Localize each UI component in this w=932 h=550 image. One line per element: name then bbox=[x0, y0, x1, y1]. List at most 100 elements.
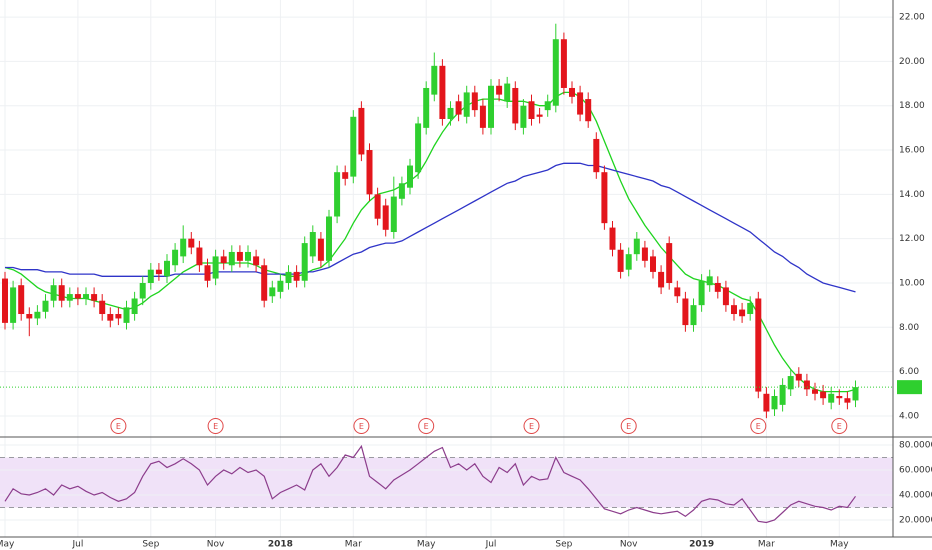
y-tick-label: 4.00 bbox=[899, 411, 919, 421]
candle-body bbox=[836, 396, 843, 399]
candle-body bbox=[390, 196, 397, 233]
candle-body bbox=[512, 87, 519, 124]
candle-body bbox=[50, 285, 57, 301]
candle-body bbox=[180, 238, 187, 257]
candle-body bbox=[593, 138, 600, 173]
candle-body bbox=[261, 265, 268, 301]
candle-body bbox=[504, 83, 511, 102]
earnings-marker bbox=[831, 418, 848, 434]
candle-body bbox=[34, 311, 41, 319]
candle-body bbox=[674, 287, 681, 297]
candle-body bbox=[625, 254, 632, 270]
candle-body bbox=[26, 314, 33, 319]
rsi-tick-label: 20.0000 bbox=[899, 516, 932, 526]
candle-body bbox=[228, 251, 235, 266]
candle-body bbox=[374, 194, 381, 219]
candle-body bbox=[415, 123, 422, 173]
candle-body bbox=[398, 183, 405, 199]
candle-body bbox=[812, 389, 818, 394]
x-tick-label: Sep bbox=[142, 540, 159, 550]
candle-body bbox=[828, 393, 835, 403]
candle-body bbox=[787, 376, 794, 390]
candle-body bbox=[682, 298, 689, 326]
candle-body bbox=[164, 260, 170, 277]
candle-body bbox=[407, 165, 413, 188]
candle-body bbox=[439, 65, 446, 120]
candle-body bbox=[147, 269, 154, 283]
candle-body bbox=[99, 300, 106, 315]
x-tick-label: Jul bbox=[485, 540, 497, 550]
candle-body bbox=[423, 87, 430, 128]
earnings-label: E bbox=[359, 422, 364, 431]
candle-body bbox=[309, 232, 316, 257]
candle-body bbox=[204, 265, 211, 281]
candle-body bbox=[496, 85, 503, 95]
candle-body bbox=[852, 387, 859, 401]
candle-body bbox=[155, 269, 162, 275]
y-tick-label: 10.00 bbox=[899, 278, 925, 288]
candle-body bbox=[755, 298, 762, 392]
candle-body bbox=[66, 294, 73, 301]
candle-body bbox=[139, 282, 146, 299]
candle-body bbox=[253, 256, 260, 266]
moving-average bbox=[4, 91, 856, 393]
candle-body bbox=[212, 256, 219, 279]
earnings-marker bbox=[620, 418, 637, 434]
candle-body bbox=[350, 116, 357, 177]
earnings-marker bbox=[353, 418, 370, 434]
candle-body bbox=[301, 243, 308, 281]
candle-body bbox=[609, 227, 616, 250]
candle-body bbox=[123, 307, 130, 323]
earnings-label: E bbox=[529, 422, 534, 431]
earnings-label: E bbox=[213, 422, 218, 431]
candle-body bbox=[42, 300, 49, 312]
candle-body bbox=[74, 294, 81, 299]
rsi-tick-label: 80.0000 bbox=[899, 441, 932, 451]
x-tick-label: May bbox=[830, 540, 849, 550]
candle-body bbox=[107, 314, 114, 321]
candle-body bbox=[844, 398, 851, 403]
candle-body bbox=[536, 114, 543, 117]
y-tick-label: 16.00 bbox=[899, 146, 925, 156]
candle-body bbox=[358, 107, 365, 155]
y-tick-label: 8.00 bbox=[899, 323, 919, 333]
candle-body bbox=[706, 276, 713, 286]
candle-body bbox=[803, 380, 810, 390]
candle-body bbox=[779, 384, 786, 405]
candle-body bbox=[488, 85, 494, 128]
candle-body bbox=[698, 280, 705, 306]
candle-body bbox=[172, 249, 179, 266]
x-tick-label: Nov bbox=[620, 540, 638, 550]
candle-body bbox=[520, 105, 527, 128]
x-tick-label: 2019 bbox=[689, 540, 714, 550]
candle-body bbox=[455, 101, 462, 115]
candle-body bbox=[601, 172, 608, 224]
y-tick-label: 6.00 bbox=[899, 367, 919, 377]
candle-body bbox=[188, 238, 195, 248]
candle-body bbox=[220, 256, 227, 264]
x-tick-label: Jul bbox=[71, 540, 83, 550]
rsi-tick-label: 60.0000 bbox=[899, 466, 932, 476]
x-tick-label: 2018 bbox=[268, 540, 293, 550]
x-tick-label: Mar bbox=[758, 540, 775, 550]
earnings-label: E bbox=[626, 422, 631, 431]
candle-body bbox=[552, 39, 559, 106]
y-tick-label: 20.00 bbox=[899, 57, 925, 67]
last-price-tag bbox=[897, 380, 922, 395]
candle-body bbox=[641, 247, 648, 261]
earnings-marker bbox=[110, 418, 127, 434]
earnings-label: E bbox=[424, 422, 429, 431]
candle-body bbox=[463, 92, 470, 117]
candle-body bbox=[471, 92, 478, 111]
candle-body bbox=[739, 309, 746, 317]
candle-body bbox=[366, 150, 373, 195]
rsi-tick-label: 40.0000 bbox=[899, 491, 932, 501]
candle-body bbox=[326, 216, 332, 261]
candle-body bbox=[18, 285, 25, 315]
y-tick-label: 12.00 bbox=[899, 234, 925, 244]
earnings-marker bbox=[207, 418, 224, 434]
moving-average bbox=[5, 162, 856, 293]
candle-body bbox=[722, 287, 729, 306]
candle-body bbox=[747, 302, 754, 315]
